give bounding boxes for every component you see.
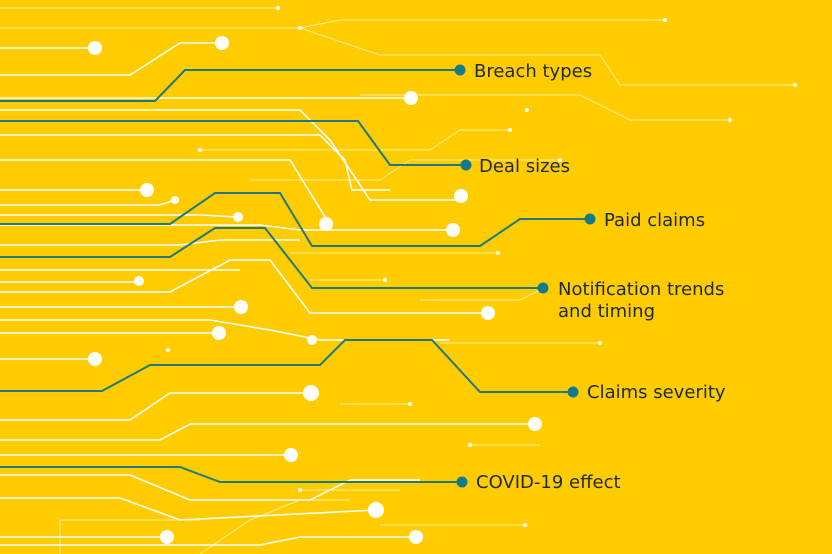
dot-covid-effect bbox=[456, 476, 468, 488]
dot-notification-trends bbox=[537, 282, 549, 294]
dot-deal-sizes bbox=[460, 159, 472, 171]
label-notification-line2: and timing bbox=[558, 301, 656, 322]
label-notification-trends[interactable]: Notification trends and timing bbox=[558, 279, 758, 323]
dot-claims-severity bbox=[567, 386, 579, 398]
label-notification-line1: Notification trends bbox=[558, 279, 725, 300]
label-paid-claims[interactable]: Paid claims bbox=[604, 210, 706, 231]
dot-paid-claims bbox=[584, 213, 596, 225]
label-claims-severity[interactable]: Claims severity bbox=[587, 382, 726, 403]
label-breach-types[interactable]: Breach types bbox=[474, 61, 593, 82]
dot-breach-types bbox=[454, 64, 466, 76]
label-deal-sizes[interactable]: Deal sizes bbox=[479, 156, 570, 177]
label-covid-effect[interactable]: COVID-19 effect bbox=[476, 472, 621, 493]
